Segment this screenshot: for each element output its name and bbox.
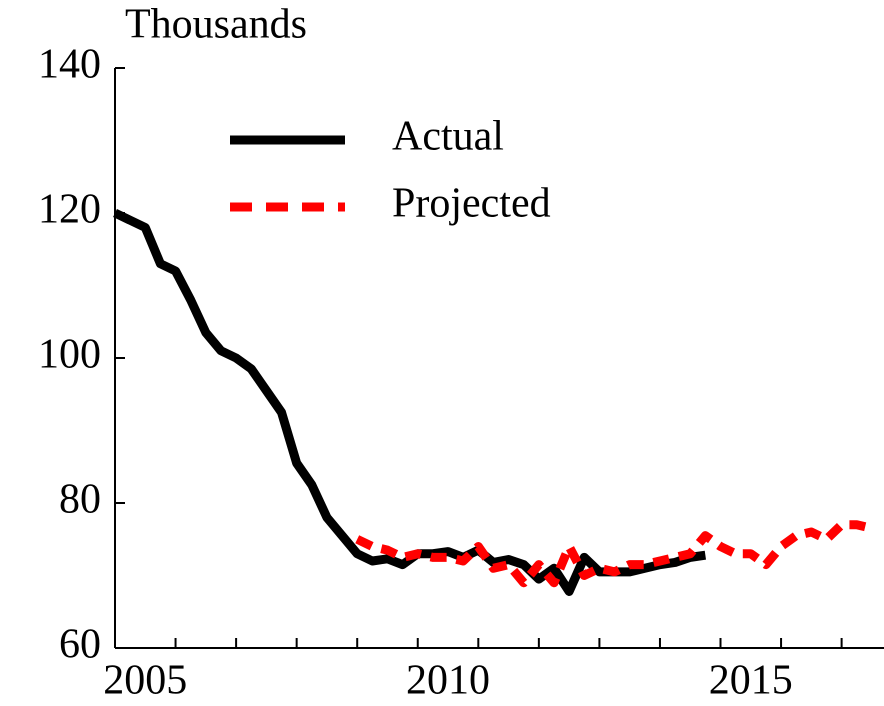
y-tick-label: 60 <box>59 622 101 668</box>
x-tick-label: 2005 <box>103 658 187 704</box>
legend-label: Projected <box>392 181 551 227</box>
series-line <box>355 520 873 588</box>
y-tick-label: 80 <box>59 477 101 523</box>
y-tick-label: 120 <box>38 187 101 233</box>
y-tick-label: 140 <box>38 42 101 88</box>
x-tick-label: 2015 <box>709 658 793 704</box>
y-axis-label: Thousands <box>125 2 307 48</box>
y-tick-label: 100 <box>38 332 101 378</box>
x-tick-label: 2010 <box>406 658 490 704</box>
legend-label: Actual <box>392 114 504 160</box>
series-line <box>113 208 707 596</box>
